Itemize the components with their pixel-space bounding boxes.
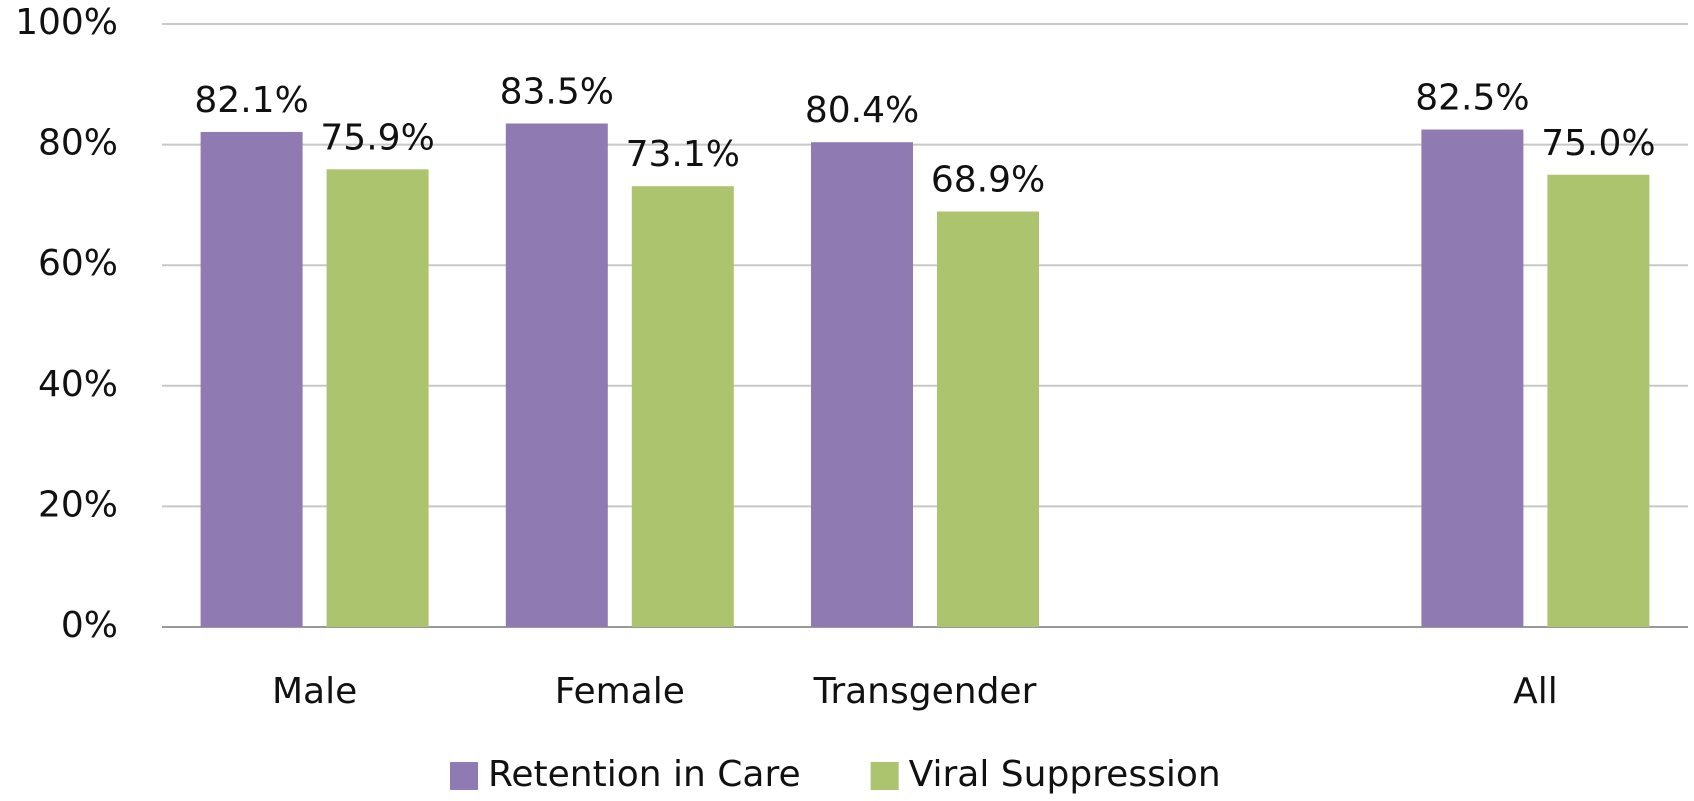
legend-swatch: [870, 762, 899, 790]
value-label: 68.9%: [931, 160, 1045, 201]
y-tick-label: 0%: [61, 605, 118, 646]
value-label: 75.0%: [1541, 123, 1655, 164]
bar: [631, 186, 734, 627]
value-label: 80.4%: [805, 90, 919, 131]
y-tick-label: 100%: [15, 2, 118, 43]
bar: [505, 123, 608, 628]
legend-label: Retention in Care: [488, 754, 801, 795]
x-tick-label: Transgender: [813, 671, 1037, 712]
x-tick-label: Female: [555, 671, 685, 712]
legend-label: Viral Suppression: [909, 754, 1221, 795]
y-tick-label: 60%: [38, 243, 118, 284]
y-tick-label: 40%: [38, 364, 118, 405]
value-label: 83.5%: [500, 71, 614, 112]
value-label: 73.1%: [626, 134, 740, 175]
value-label: 75.9%: [320, 117, 434, 158]
value-label: 82.1%: [194, 80, 308, 121]
bar: [937, 211, 1039, 627]
bar: [811, 142, 913, 628]
bar: [1421, 129, 1524, 627]
bar: [200, 131, 303, 627]
y-tick-label: 20%: [38, 484, 118, 525]
legend-swatch: [450, 762, 478, 790]
value-label: 82.5%: [1415, 78, 1529, 119]
bar: [326, 169, 429, 627]
x-tick-label: All: [1513, 671, 1558, 712]
x-tick-label: Male: [272, 671, 357, 712]
y-tick-label: 80%: [38, 123, 118, 164]
bar: [1547, 174, 1650, 627]
